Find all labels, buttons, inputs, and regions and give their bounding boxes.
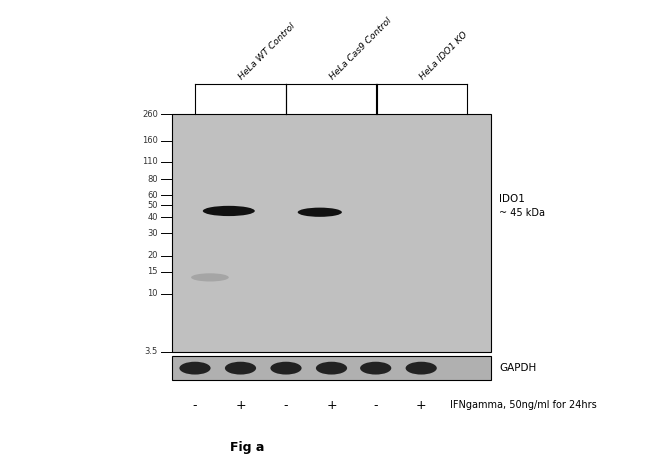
Text: -: - bbox=[374, 399, 378, 412]
Ellipse shape bbox=[225, 362, 256, 375]
Ellipse shape bbox=[203, 206, 255, 216]
Text: 60: 60 bbox=[148, 191, 158, 199]
Text: 10: 10 bbox=[148, 289, 158, 298]
Ellipse shape bbox=[360, 362, 391, 375]
Text: IDO1: IDO1 bbox=[499, 194, 525, 204]
Ellipse shape bbox=[270, 362, 302, 375]
Text: GAPDH: GAPDH bbox=[499, 363, 536, 373]
Text: 20: 20 bbox=[148, 251, 158, 260]
Text: 160: 160 bbox=[142, 137, 158, 145]
Text: +: + bbox=[326, 399, 337, 412]
Text: +: + bbox=[235, 399, 246, 412]
Text: 30: 30 bbox=[148, 229, 158, 238]
Text: -: - bbox=[193, 399, 197, 412]
Text: Fig a: Fig a bbox=[230, 441, 264, 454]
Text: 50: 50 bbox=[148, 201, 158, 210]
Bar bbox=[172, 114, 491, 352]
Text: +: + bbox=[416, 399, 426, 412]
Text: HeLa WT Control: HeLa WT Control bbox=[237, 22, 297, 82]
Text: HeLa Cas9 Control: HeLa Cas9 Control bbox=[328, 16, 394, 82]
Ellipse shape bbox=[316, 362, 347, 375]
Ellipse shape bbox=[298, 208, 342, 217]
Text: 110: 110 bbox=[142, 157, 158, 166]
Ellipse shape bbox=[179, 362, 211, 375]
Text: -: - bbox=[284, 399, 288, 412]
Text: 3.5: 3.5 bbox=[145, 347, 158, 356]
Text: HeLa IDO1 KO: HeLa IDO1 KO bbox=[418, 30, 469, 82]
Bar bbox=[172, 356, 491, 380]
Text: IFNgamma, 50ng/ml for 24hrs: IFNgamma, 50ng/ml for 24hrs bbox=[450, 400, 597, 411]
Text: 80: 80 bbox=[148, 175, 158, 184]
Text: 260: 260 bbox=[142, 110, 158, 119]
Ellipse shape bbox=[406, 362, 437, 375]
Text: ~ 45 kDa: ~ 45 kDa bbox=[499, 208, 545, 218]
Text: 15: 15 bbox=[148, 267, 158, 276]
Text: 40: 40 bbox=[148, 213, 158, 222]
Ellipse shape bbox=[191, 273, 229, 281]
